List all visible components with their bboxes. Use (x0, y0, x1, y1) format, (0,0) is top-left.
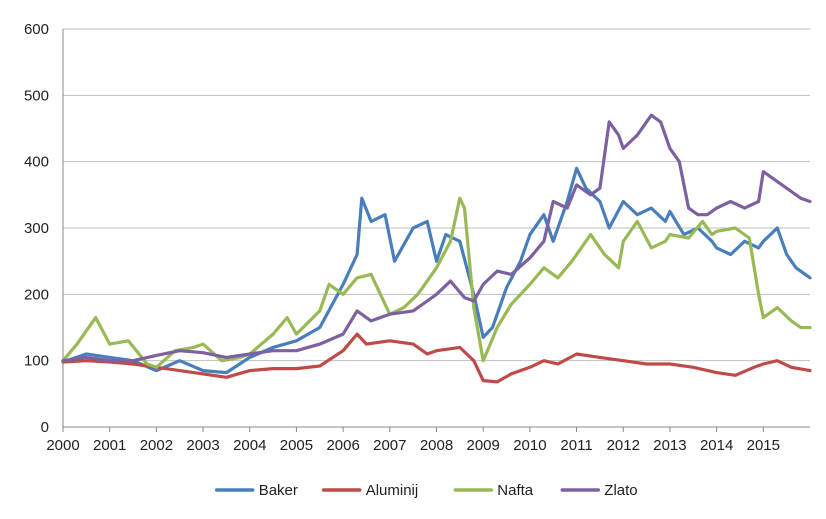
y-tick-label: 200 (24, 286, 49, 303)
x-tick-label: 2010 (513, 437, 546, 454)
x-tick-label: 2014 (700, 437, 733, 454)
series-line-aluminij (61, 332, 812, 384)
legend-label: Baker (259, 482, 298, 499)
x-tick-label: 2006 (326, 437, 359, 454)
x-tick-label: 2003 (186, 437, 219, 454)
legend-item-baker: Baker (214, 482, 298, 499)
x-tick-label: 2008 (420, 437, 453, 454)
x-tick-label: 2000 (46, 437, 79, 454)
legend-item-zlato: Zlato (560, 482, 638, 499)
y-tick-label: 400 (24, 154, 49, 171)
legend-label: Zlato (604, 482, 637, 499)
legend: Baker Aluminij Nafta Zlato (214, 482, 638, 499)
legend-label: Aluminij (366, 482, 419, 499)
legend-item-nafta: Nafta (453, 482, 534, 499)
legend-label: Nafta (497, 482, 534, 499)
y-tick-label: 500 (24, 87, 49, 104)
y-axis-ticks: 0 100 200 300 400 500 600 (24, 21, 49, 436)
y-tick-label: 600 (24, 21, 49, 38)
x-tick-label: 2004 (233, 437, 266, 454)
series-line-zlato (61, 113, 812, 363)
x-tick-label: 2007 (373, 437, 406, 454)
x-tick-label: 2005 (280, 437, 313, 454)
x-tick-label: 2002 (140, 437, 173, 454)
x-tick-label: 2011 (560, 437, 592, 454)
series-lines (61, 113, 812, 384)
x-axis-ticks: 2000 2001 2002 2003 2004 2005 2006 2007 2008 2009… (46, 427, 780, 454)
x-tick-label: 2001 (93, 437, 126, 454)
y-tick-label: 100 (24, 353, 49, 370)
legend-item-aluminij: Aluminij (321, 482, 419, 499)
x-tick-label: 2009 (467, 437, 500, 454)
x-tick-label: 2015 (747, 437, 780, 454)
series-line-nafta (61, 196, 812, 369)
y-tick-label: 0 (41, 419, 49, 436)
x-tick-label: 2012 (607, 437, 640, 454)
x-tick-label: 2013 (653, 437, 686, 454)
y-tick-label: 300 (24, 220, 49, 237)
